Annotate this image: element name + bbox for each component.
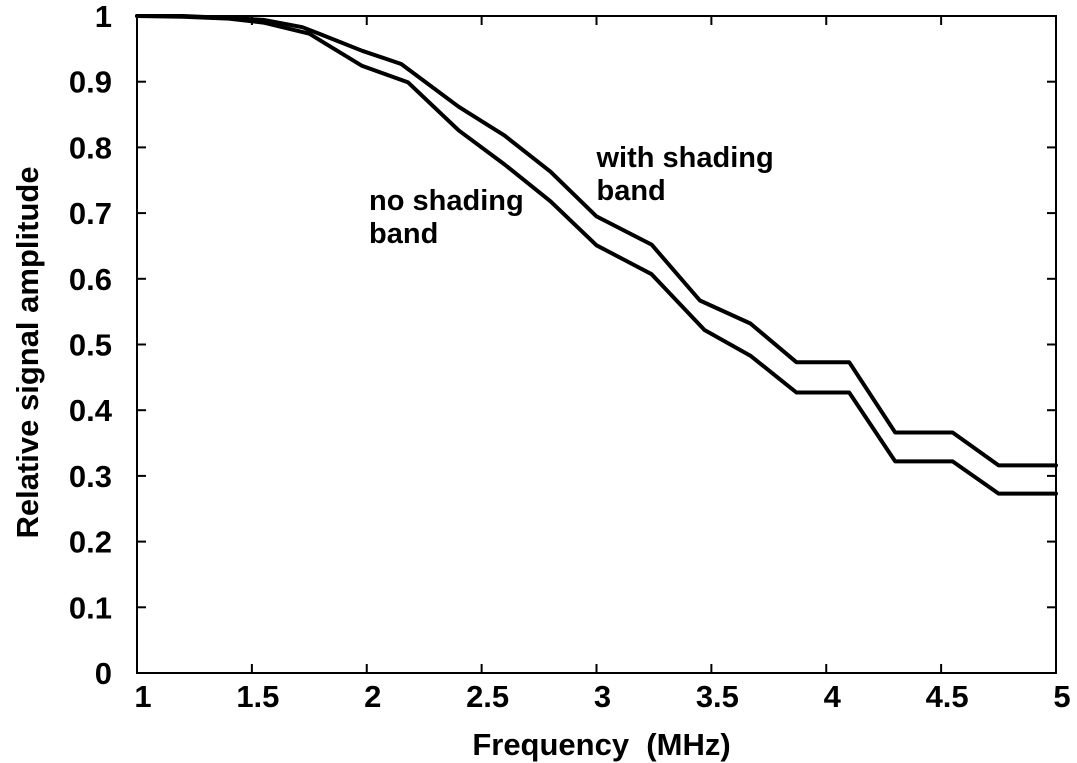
x-tick-label: 1.5 (236, 679, 279, 714)
annotation-line: no shading (369, 185, 524, 217)
x-tick-label: 1 (134, 679, 151, 714)
x-tick-label: 2 (364, 679, 381, 714)
y-tick-label: 0.7 (69, 196, 112, 231)
annotation-line: band (597, 175, 666, 207)
tick-marks (136, 15, 1057, 674)
x-tick-label: 3.5 (696, 679, 739, 714)
annotation-line: with shading (596, 142, 774, 174)
y-tick-label: 0.9 (69, 65, 112, 100)
x-tick-label: 2.5 (466, 679, 509, 714)
series-line-no-shading-band (135, 14, 1058, 496)
y-axis-title: Relative signal amplitude (10, 166, 45, 538)
y-tick-label: 0.2 (69, 525, 112, 560)
y-tick-label: 0.4 (69, 393, 113, 428)
x-tick-label: 4.5 (926, 679, 969, 714)
x-tick-labels: 1 1.5 2 2.5 3 3.5 4 4.5 5 (134, 679, 1070, 714)
y-tick-labels: 0 0.1 0.2 0.3 0.4 0.5 0.6 0.7 0.8 0.9 1 (69, 0, 113, 691)
x-tick-label: 4 (824, 679, 842, 714)
y-tick-label: 1 (95, 0, 112, 34)
series-layer (135, 14, 1058, 496)
x-tick-label: 3 (594, 679, 611, 714)
y-tick-label: 0.3 (69, 459, 112, 494)
y-tick-label: 0.8 (69, 130, 112, 165)
y-tick-label: 0.1 (69, 590, 112, 625)
annotation-line: band (369, 218, 438, 250)
series-annotation: no shading band (369, 185, 524, 250)
x-tick-label: 5 (1053, 679, 1070, 714)
y-tick-label: 0.6 (69, 262, 112, 297)
x-axis-title: Frequency (MHz) (472, 727, 730, 762)
series-annotation: with shading band (596, 142, 774, 207)
y-tick-label: 0.5 (69, 328, 112, 363)
y-tick-label: 0 (95, 656, 112, 691)
series-line-with-shading-band (135, 14, 1058, 468)
